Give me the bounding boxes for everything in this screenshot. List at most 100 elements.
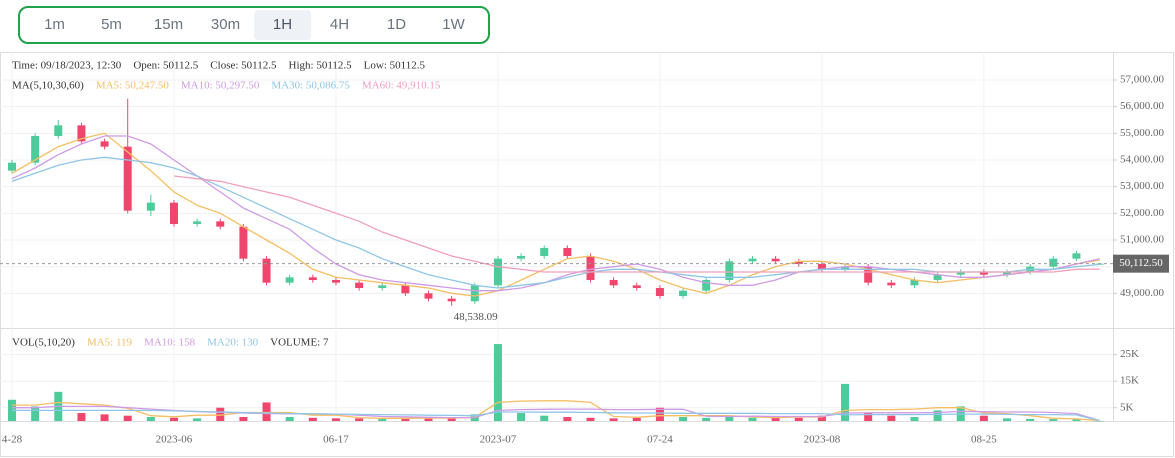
candle-body <box>77 125 86 142</box>
timeframe-tab[interactable]: 4H <box>329 16 350 33</box>
candle-body <box>887 282 896 286</box>
y-tick-label: 54,000.00 <box>1120 154 1165 166</box>
chart-frame <box>0 52 1174 457</box>
y-tick-label: 56,000.00 <box>1120 100 1165 112</box>
volume-bar <box>1095 420 1104 422</box>
volume-bar <box>239 417 248 421</box>
legend-text: Close: 50112.5 <box>210 60 277 72</box>
volume-bar <box>933 410 942 421</box>
timeframe-tab[interactable]: 5m <box>101 16 122 33</box>
legend-text: Time: 09/18/2023, 12:30 <box>12 60 122 72</box>
candle-body <box>285 277 294 283</box>
candle-body <box>632 285 641 288</box>
legend-text: VOL(5,10,20) <box>12 337 75 349</box>
legend-text: High: 50112.5 <box>289 60 353 72</box>
y-tick-label: 57,000.00 <box>1120 74 1165 86</box>
candle-body <box>1049 258 1058 267</box>
timeframe-tab[interactable]: 1W <box>442 16 465 33</box>
y-tick-label: 53,000.00 <box>1120 180 1165 192</box>
volume-bar <box>31 406 40 421</box>
x-tick-label: 2023-08 <box>804 434 841 446</box>
candle-body <box>378 285 387 288</box>
candle-body <box>517 256 526 259</box>
candle-body <box>933 274 942 280</box>
timeframe-tab[interactable]: 1D <box>386 16 407 33</box>
volume-bar <box>1072 419 1081 421</box>
legend-text: MA5: 119 <box>87 337 133 349</box>
candle-body <box>216 221 225 227</box>
volume-bar <box>609 418 618 421</box>
candle-body <box>1003 272 1012 275</box>
candle-body <box>355 282 364 288</box>
x-tick-label: 08-25 <box>971 434 997 446</box>
legend-text: MA20: 130 <box>207 337 259 349</box>
y-tick-label: 51,000.00 <box>1120 234 1165 246</box>
candle-body <box>609 280 618 286</box>
timeframe-tab[interactable]: 1m <box>44 16 65 33</box>
y-tick-label: 55,000.00 <box>1120 127 1165 139</box>
candle-body <box>8 162 16 171</box>
candle-body <box>655 288 664 296</box>
y-tick-label: 15K <box>1120 375 1139 387</box>
volume-bar <box>378 418 387 421</box>
legend-text: MA5: 50,247.50 <box>96 80 170 92</box>
legend-text: Low: 50112.5 <box>364 60 426 72</box>
volume-bar <box>794 417 803 421</box>
candle-body <box>679 290 688 296</box>
candle-body <box>817 264 826 270</box>
candle-body <box>910 280 919 286</box>
candle-body <box>262 258 271 283</box>
candle-body <box>31 136 40 163</box>
volume-bar <box>910 417 919 421</box>
min-annotation: 48,538.09 <box>454 311 499 323</box>
candle-body <box>331 280 340 283</box>
volume-bar <box>586 417 595 421</box>
legend-text: MA30: 50,086.75 <box>271 80 350 92</box>
volume-bar <box>841 383 850 421</box>
volume-bar <box>817 415 826 421</box>
candle-body <box>979 272 988 275</box>
volume-bar <box>540 415 549 421</box>
y-tick-label: 52,000.00 <box>1120 207 1165 219</box>
candle-body <box>239 226 248 259</box>
candle-body <box>563 248 572 256</box>
ma-line <box>12 409 1100 422</box>
volume-bar <box>447 417 456 421</box>
legend-text: MA60: 49,910.15 <box>362 80 441 92</box>
volume-bar <box>864 413 873 421</box>
volume-bar <box>123 415 132 421</box>
candle-body <box>447 298 456 302</box>
volume-bar <box>331 418 340 421</box>
ma-line <box>173 175 1100 273</box>
volume-bar <box>1026 418 1035 421</box>
candle-body <box>702 280 711 291</box>
candle-body <box>540 248 549 256</box>
ma-line <box>11 156 1100 289</box>
candle-body <box>748 258 757 262</box>
candle-body <box>841 266 850 270</box>
volume-bar <box>632 417 641 421</box>
candle-body <box>100 141 109 147</box>
x-tick-label: 2023-07 <box>480 434 517 446</box>
candle-body <box>146 202 155 211</box>
volume-bar <box>146 417 155 421</box>
timeframe-tab[interactable]: 15m <box>153 16 184 33</box>
timeframe-tab[interactable]: 1H <box>254 10 311 40</box>
last-price-label: 50,112.50 <box>1119 257 1163 269</box>
x-tick-label: 4-28 <box>2 434 23 446</box>
ma-line <box>11 132 1100 297</box>
candle-body <box>725 261 734 280</box>
candle-body <box>123 146 132 211</box>
volume-bar <box>493 344 502 421</box>
x-tick-label: 07-24 <box>647 434 673 446</box>
y-tick-label: 49,000.00 <box>1120 287 1165 299</box>
candle-body <box>956 272 965 275</box>
volume-bar <box>308 417 317 421</box>
timeframe-tab[interactable]: 30m <box>210 16 241 33</box>
legend-text: MA10: 158 <box>144 337 196 349</box>
legend-text: MA(5,10,30,60) <box>12 80 84 92</box>
volume-bar <box>679 417 688 421</box>
candle-body <box>169 202 178 224</box>
